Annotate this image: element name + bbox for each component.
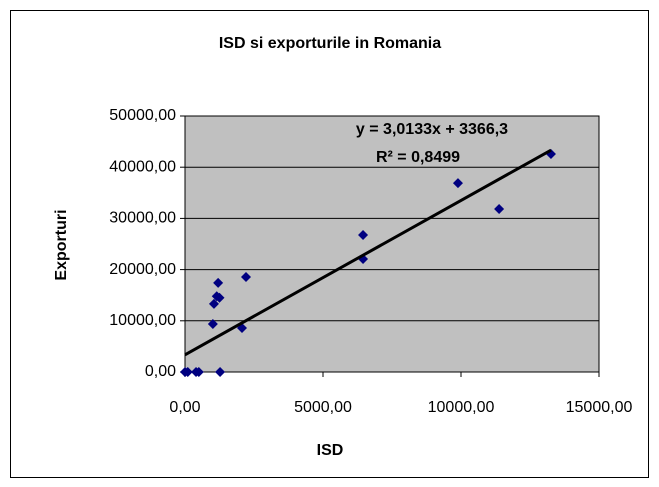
x-tick-label: 15000,00 — [566, 399, 633, 416]
x-axis-title: ISD — [317, 442, 344, 459]
marker — [358, 254, 369, 265]
marker — [215, 367, 226, 377]
trendline — [184, 148, 552, 357]
marker — [193, 367, 204, 377]
y-tick-label: 20000,00 — [109, 261, 176, 278]
x-tick-label: 10000,00 — [428, 399, 495, 416]
y-tick-label: 0,00 — [145, 363, 176, 380]
marker — [240, 272, 251, 283]
trendline-r-squared: R² = 0,8499 — [376, 149, 460, 166]
y-tick-label: 50000,00 — [109, 107, 176, 124]
marker — [358, 229, 369, 240]
chart-title: ISD si exporturile in Romania — [219, 35, 441, 52]
marker — [207, 319, 218, 330]
x-tick-label: 0,00 — [169, 399, 200, 416]
trendline-equation: y = 3,0133x + 3366,3 — [356, 121, 508, 138]
y-axis-title: Exporturi — [53, 209, 70, 280]
marker — [182, 367, 193, 377]
marker — [208, 298, 219, 309]
marker — [213, 277, 224, 288]
x-tick-label: 5000,00 — [294, 399, 352, 416]
plot-area — [185, 116, 599, 372]
plot-border — [184, 115, 600, 373]
y-tick-label: 10000,00 — [109, 312, 176, 329]
marker — [452, 178, 463, 189]
marker — [214, 292, 225, 303]
y-tick-label: 40000,00 — [109, 158, 176, 175]
y-tick-label: 30000,00 — [109, 210, 176, 227]
marker — [494, 203, 505, 214]
